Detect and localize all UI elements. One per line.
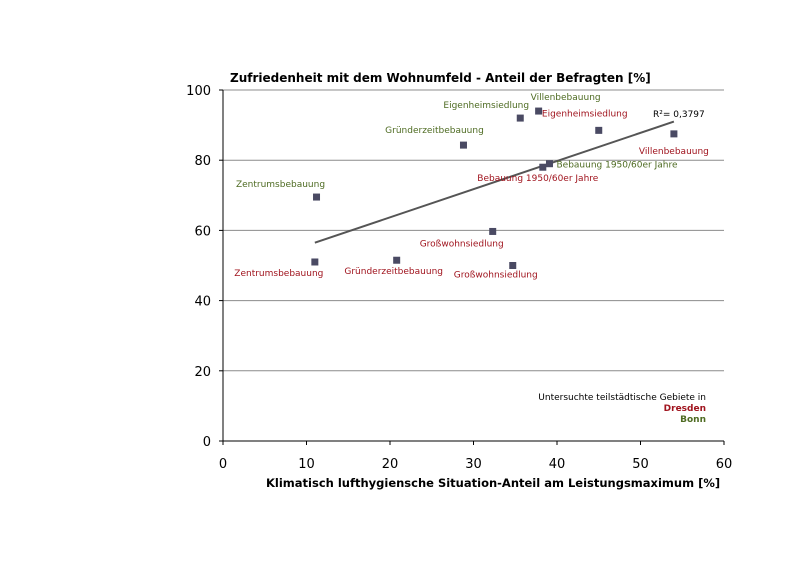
point-label-1: Gründerzeitbebauung xyxy=(344,267,443,277)
data-point-9 xyxy=(516,114,524,122)
legend-title: Untersuchte teilstädtische Gebiete in xyxy=(538,393,706,403)
x-tick-label-20: 20 xyxy=(382,457,399,472)
trendline-r2-label: R²= 0,3797 xyxy=(653,110,705,120)
y-tick-label-100: 100 xyxy=(186,84,211,99)
y-tick-label-60: 60 xyxy=(194,224,211,239)
x-axis-label: Klimatisch lufthygiensche Situation-Ante… xyxy=(266,476,720,490)
x-tick-label-0: 0 xyxy=(219,457,227,472)
data-point-8 xyxy=(489,227,497,235)
point-label-6: Zentrumsbebauung xyxy=(236,180,325,190)
data-point-4 xyxy=(595,126,603,134)
chart-title: Zufriedenheit mit dem Wohnumfeld - Antei… xyxy=(230,71,651,85)
x-tick-label-10: 10 xyxy=(298,457,315,472)
grid-lines xyxy=(223,89,724,372)
data-point-2 xyxy=(509,262,517,269)
trendline xyxy=(314,120,675,244)
x-tick-label-40: 40 xyxy=(549,457,566,472)
y-tick-label-20: 20 xyxy=(194,365,211,380)
data-point-6 xyxy=(313,193,321,201)
data-point-11 xyxy=(545,160,553,168)
legend-bonn: Bonn xyxy=(680,415,706,425)
y-tick-label-40: 40 xyxy=(194,295,211,310)
data-point-1 xyxy=(393,256,401,264)
y-tick-label-80: 80 xyxy=(194,154,211,169)
x-tick-label-60: 60 xyxy=(716,457,733,472)
point-label-3: Bebauung 1950/60er Jahre xyxy=(477,174,598,184)
point-label-5: Villenbebauung xyxy=(639,147,709,157)
point-label-7: Gründerzeitbebauung xyxy=(385,126,484,136)
data-point-3 xyxy=(539,163,547,171)
x-tick-labels: 0 10 20 30 40 50 60 xyxy=(219,441,732,472)
y-tick-label-0: 0 xyxy=(203,435,211,450)
x-tick-label-50: 50 xyxy=(632,457,649,472)
point-label-9: Eigenheimsiedlung xyxy=(443,101,529,111)
data-point-0 xyxy=(311,258,319,266)
point-label-2: Großwohnsiedlung xyxy=(454,271,538,281)
data-point-7 xyxy=(459,141,467,149)
y-tick-labels: 0 20 40 60 80 100 xyxy=(186,84,223,450)
legend-dresden: Dresden xyxy=(664,404,706,414)
point-label-10: Villenbebauung xyxy=(531,93,601,103)
point-label-8: Großwohnsiedlung xyxy=(420,239,504,249)
point-label-11: Bebauung 1950/60er Jahre xyxy=(556,161,677,171)
point-label-4: Eigenheimsiedlung xyxy=(542,109,628,119)
data-point-5 xyxy=(670,130,678,138)
point-label-0: Zentrumsbebauung xyxy=(234,269,323,279)
data-point-10 xyxy=(535,107,543,115)
point-labels: Zentrumsbebauung Gründerzeitbebauung Großw… xyxy=(234,93,709,280)
x-tick-label-30: 30 xyxy=(465,457,482,472)
data-points xyxy=(311,107,678,269)
